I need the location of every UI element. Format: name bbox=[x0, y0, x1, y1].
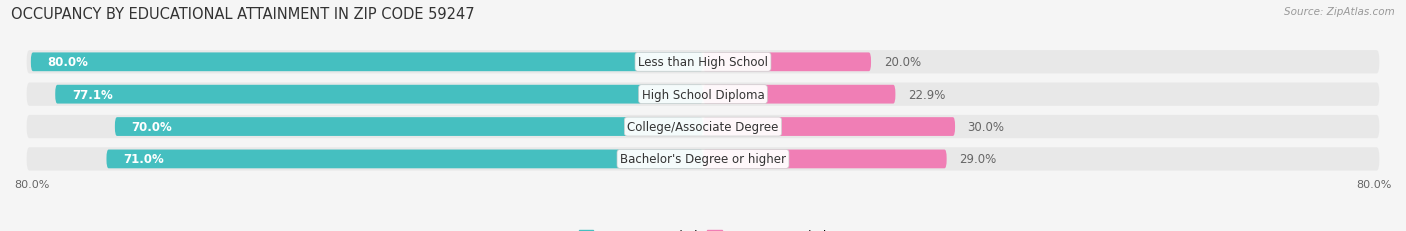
Text: Source: ZipAtlas.com: Source: ZipAtlas.com bbox=[1284, 7, 1395, 17]
Text: 80.0%: 80.0% bbox=[14, 179, 49, 189]
Legend: Owner-occupied, Renter-occupied: Owner-occupied, Renter-occupied bbox=[574, 224, 832, 231]
FancyBboxPatch shape bbox=[115, 118, 703, 136]
Text: 30.0%: 30.0% bbox=[967, 121, 1005, 134]
Text: 70.0%: 70.0% bbox=[132, 121, 173, 134]
Text: 80.0%: 80.0% bbox=[1357, 179, 1392, 189]
Text: 80.0%: 80.0% bbox=[48, 56, 89, 69]
Text: College/Associate Degree: College/Associate Degree bbox=[627, 121, 779, 134]
FancyBboxPatch shape bbox=[703, 118, 955, 136]
FancyBboxPatch shape bbox=[703, 85, 896, 104]
Text: 22.9%: 22.9% bbox=[908, 88, 945, 101]
Text: 77.1%: 77.1% bbox=[72, 88, 112, 101]
Text: High School Diploma: High School Diploma bbox=[641, 88, 765, 101]
Text: OCCUPANCY BY EDUCATIONAL ATTAINMENT IN ZIP CODE 59247: OCCUPANCY BY EDUCATIONAL ATTAINMENT IN Z… bbox=[11, 7, 475, 22]
Text: 20.0%: 20.0% bbox=[883, 56, 921, 69]
FancyBboxPatch shape bbox=[703, 53, 872, 72]
FancyBboxPatch shape bbox=[31, 53, 703, 72]
FancyBboxPatch shape bbox=[27, 148, 1379, 171]
FancyBboxPatch shape bbox=[27, 83, 1379, 106]
FancyBboxPatch shape bbox=[55, 85, 703, 104]
FancyBboxPatch shape bbox=[27, 51, 1379, 74]
Text: Bachelor's Degree or higher: Bachelor's Degree or higher bbox=[620, 153, 786, 166]
Text: 29.0%: 29.0% bbox=[959, 153, 997, 166]
FancyBboxPatch shape bbox=[703, 150, 946, 169]
FancyBboxPatch shape bbox=[27, 116, 1379, 139]
FancyBboxPatch shape bbox=[107, 150, 703, 169]
Text: 71.0%: 71.0% bbox=[124, 153, 165, 166]
Text: Less than High School: Less than High School bbox=[638, 56, 768, 69]
